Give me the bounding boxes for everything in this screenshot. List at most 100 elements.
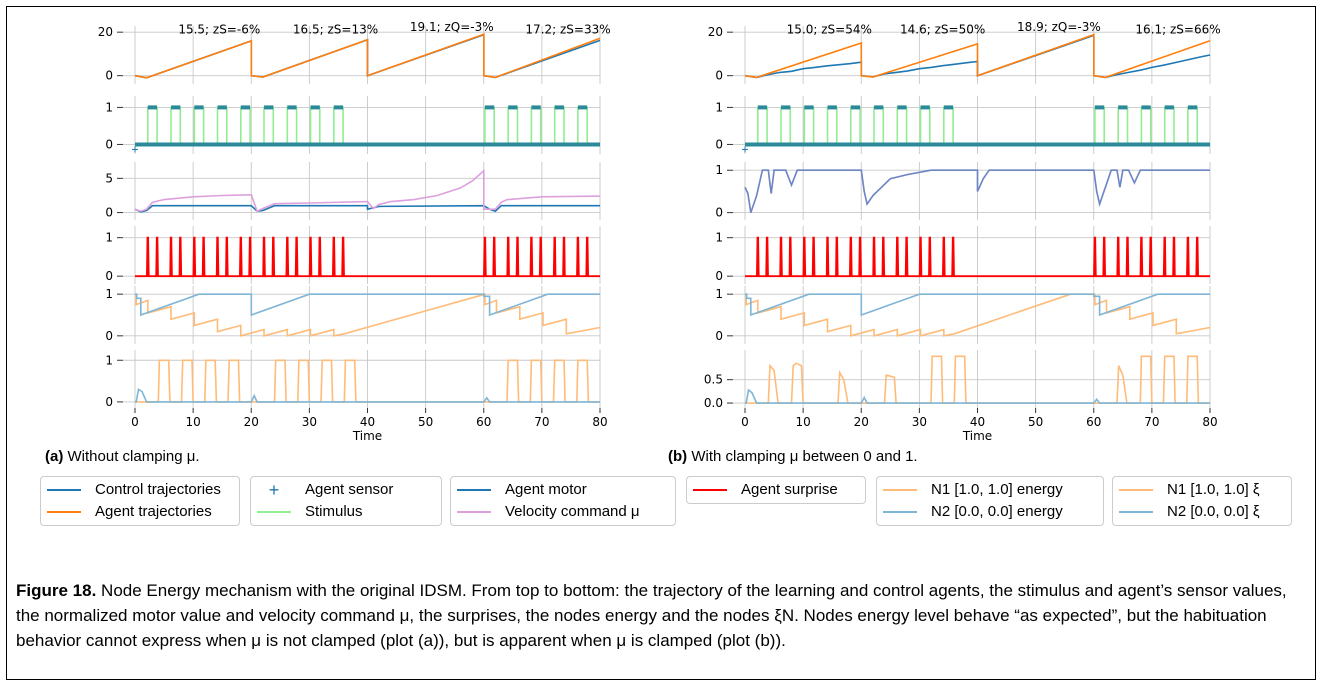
legend-label: N1 [1.0, 1.0] energy bbox=[931, 481, 1063, 498]
subfigure-b-caption: (b) With clamping μ between 0 and 1. bbox=[668, 448, 918, 465]
y-tick-label: 20 bbox=[708, 25, 723, 39]
x-tick-label: 70 bbox=[534, 415, 549, 429]
y-tick-label: 1 bbox=[105, 353, 113, 367]
series-agent-surprise bbox=[745, 236, 1210, 278]
y-tick-label: 0 bbox=[105, 206, 113, 220]
y-tick-label: 20 bbox=[98, 25, 113, 39]
x-tick-label: 10 bbox=[185, 415, 200, 429]
x-tick-label: 60 bbox=[476, 415, 491, 429]
x-tick-label: 60 bbox=[1086, 415, 1101, 429]
y-tick-label: 5 bbox=[105, 171, 113, 185]
y-tick-label: 1 bbox=[105, 287, 113, 301]
legend-swatch bbox=[693, 489, 727, 491]
legend-box-trajectories: Control trajectories Agent trajectories bbox=[40, 476, 240, 526]
subplot-xi: 01 bbox=[105, 350, 601, 409]
legend-swatch bbox=[883, 511, 917, 513]
plus-icon: + bbox=[268, 480, 280, 500]
series-agent-surprise bbox=[135, 236, 600, 278]
legend-label: Stimulus bbox=[305, 503, 363, 520]
subplot-trajectories: 0 20 15.0; zS=54% 14.6; zS=50% 18.9; zQ=-3% 1… bbox=[708, 20, 1221, 84]
subplot-trajectories: 0 20 15.5; zS=-6% 16.5; zS=13% 19.1; zQ=-3% 1… bbox=[98, 20, 611, 84]
legend-label: Control trajectories bbox=[95, 481, 221, 498]
subplot-xi: 0.0 0.5 bbox=[704, 350, 1211, 410]
legend-label: Agent trajectories bbox=[95, 503, 212, 520]
x-tick-label: 0 bbox=[131, 415, 139, 429]
legend-label: Velocity command μ bbox=[505, 503, 640, 520]
y-tick-label: 1 bbox=[715, 163, 723, 177]
figure-caption-text: Node Energy mechanism with the original … bbox=[16, 581, 1287, 650]
subfigure-a-text: Without clamping μ. bbox=[67, 448, 200, 465]
y-tick-label: 0 bbox=[715, 69, 723, 83]
figure-frame bbox=[6, 6, 1316, 680]
subfigure-b-tag: (b) bbox=[668, 448, 688, 465]
series-n2-0-0-0-0 bbox=[135, 388, 600, 403]
subfigure-a-caption: (a) Without clamping μ. bbox=[45, 448, 200, 465]
legend-box-motor: Agent motor Velocity command μ bbox=[450, 476, 676, 526]
trajectory-annotation: 16.5; zS=13% bbox=[293, 22, 378, 36]
y-tick-label: 0 bbox=[105, 69, 113, 83]
x-tick-label: 20 bbox=[854, 415, 869, 429]
x-axis: 0 10 20 30 40 50 60 70 80 Time bbox=[741, 408, 1218, 440]
series-agent-motor bbox=[744, 169, 1210, 213]
y-tick-label: 0 bbox=[715, 137, 723, 151]
trajectory-annotation: 19.1; zQ=-3% bbox=[410, 20, 494, 34]
subplot-surprise: 01 bbox=[105, 226, 601, 284]
legend-box-sensor: + Agent sensor Stimulus bbox=[250, 476, 442, 526]
y-tick-label: 1 bbox=[715, 287, 723, 301]
series-n2-0-0-0-0 bbox=[745, 388, 1210, 404]
x-tick-label: 30 bbox=[912, 415, 927, 429]
y-tick-label: 0 bbox=[715, 269, 723, 283]
legend-swatch bbox=[47, 489, 81, 491]
y-tick-label: 1 bbox=[105, 100, 113, 114]
subplot-surprise: 01 bbox=[715, 226, 1211, 284]
legend-box-surprise: Agent surprise bbox=[686, 476, 866, 504]
legend-label: N2 [0.0, 0.0] ξ bbox=[1167, 503, 1260, 520]
y-tick-label: 0.5 bbox=[704, 373, 723, 387]
legend-swatch bbox=[457, 511, 491, 513]
x-axis: 0 10 20 30 40 50 60 70 80 Time bbox=[131, 408, 608, 440]
legend-label: Agent motor bbox=[505, 481, 587, 498]
subfigure-a-tag: (a) bbox=[45, 448, 64, 465]
subplot-energy: 01 bbox=[105, 286, 601, 344]
y-tick-label: 0 bbox=[105, 395, 113, 409]
trajectory-annotation: 17.2; zS=33% bbox=[525, 22, 610, 36]
legend-swatch bbox=[457, 489, 491, 491]
y-tick-label: 0 bbox=[105, 329, 113, 343]
trajectory-annotation: 18.9; zQ=-3% bbox=[1017, 20, 1101, 34]
series-n2-0-0-0-0-energy bbox=[135, 293, 600, 317]
subplot-motor: 01 bbox=[715, 162, 1211, 220]
legend-swatch bbox=[883, 489, 917, 491]
y-tick-label: 1 bbox=[715, 100, 723, 114]
y-tick-label: 1 bbox=[105, 231, 113, 245]
series-agent-trajectories bbox=[134, 33, 601, 79]
legend-box-xi: N1 [1.0, 1.0] ξ N2 [0.0, 0.0] ξ bbox=[1112, 476, 1292, 526]
legend-box-energy: N1 [1.0, 1.0] energy N2 [0.0, 0.0] energ… bbox=[876, 476, 1104, 526]
subplot-energy: 01 bbox=[715, 286, 1211, 344]
subfigure-b-text: With clamping μ between 0 and 1. bbox=[691, 448, 918, 465]
x-tick-label: 50 bbox=[1028, 415, 1043, 429]
series-n1-1-0-1-0-energy bbox=[135, 293, 601, 337]
legend-swatch bbox=[47, 511, 81, 513]
series-agent-trajectories bbox=[744, 33, 1211, 79]
series-control-trajectories bbox=[744, 34, 1211, 79]
chart-panel-a: 0 20 15.5; zS=-6% 16.5; zS=13% 19.1; zQ=-3% 1… bbox=[98, 20, 611, 440]
trajectory-annotation: 15.5; zS=-6% bbox=[178, 22, 260, 36]
x-axis-label: Time bbox=[352, 429, 382, 440]
legend-label: N2 [0.0, 0.0] energy bbox=[931, 503, 1063, 520]
series-agent-motor bbox=[134, 204, 600, 213]
subplot-sensor: 01 bbox=[105, 96, 601, 154]
figure-caption-label: Figure 18. bbox=[16, 581, 97, 600]
x-tick-label: 20 bbox=[244, 415, 259, 429]
series-agent-sensor bbox=[742, 105, 1210, 153]
trajectory-annotation: 14.6; zS=50% bbox=[900, 22, 985, 36]
trajectory-annotation: 16.1; zS=66% bbox=[1135, 22, 1220, 36]
x-tick-label: 50 bbox=[418, 415, 433, 429]
y-tick-label: 1 bbox=[715, 231, 723, 245]
y-tick-label: 0 bbox=[715, 329, 723, 343]
series-velocity-command bbox=[134, 169, 601, 213]
series-n2-0-0-0-0-energy bbox=[745, 293, 1210, 317]
x-tick-label: 80 bbox=[592, 415, 607, 429]
x-tick-label: 0 bbox=[741, 415, 749, 429]
y-tick-label: 0.0 bbox=[704, 396, 723, 410]
series-n1-1-0-1-0-energy bbox=[745, 293, 1211, 337]
